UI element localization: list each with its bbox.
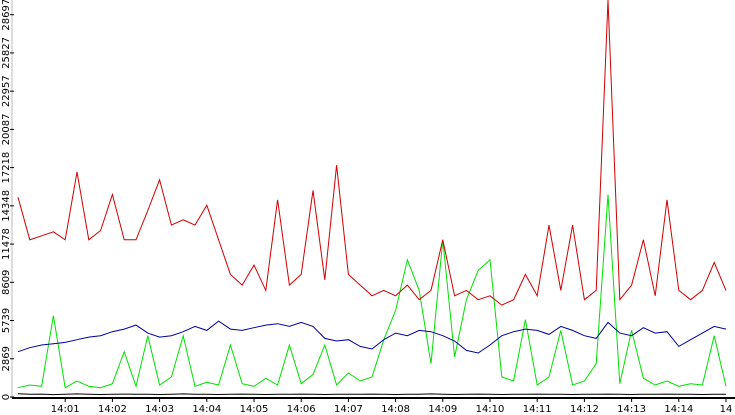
y-tick-label: 11478 <box>1 228 12 260</box>
series-line <box>17 0 727 306</box>
x-tick-label: 14:06 <box>287 404 316 415</box>
y-tick-label: 28697 <box>1 0 12 31</box>
x-tick-label: 14:01 <box>51 404 80 415</box>
y-tick-label: 17218 <box>1 152 12 184</box>
y-tick-label: 0 <box>1 394 12 400</box>
y-tick-label: 5739 <box>1 308 12 333</box>
x-tick-label: 14 <box>720 404 733 415</box>
series-line <box>17 320 727 354</box>
x-tick-label: 14:04 <box>192 404 221 415</box>
x-tick-label: 14:03 <box>145 404 174 415</box>
series-line <box>17 194 727 389</box>
x-tick-label: 14:07 <box>334 404 363 415</box>
y-tick-label: 20087 <box>1 113 12 145</box>
x-tick-label: 14:14 <box>664 404 693 415</box>
series-line <box>17 393 727 396</box>
y-tick-label: 14348 <box>1 190 12 222</box>
x-tick-label: 14:10 <box>476 404 505 415</box>
y-tick-label: 22957 <box>1 75 12 107</box>
y-tick-label: 8609 <box>1 270 12 295</box>
x-tick-label: 14:02 <box>98 404 127 415</box>
y-tick-label: 25827 <box>1 37 12 69</box>
x-tick-label: 14:05 <box>240 404 269 415</box>
x-tick-label: 14:12 <box>570 404 599 415</box>
x-tick-label: 14:11 <box>523 404 552 415</box>
x-tick-label: 14:08 <box>381 404 410 415</box>
x-tick-label: 14:09 <box>428 404 457 415</box>
x-tick-label: 14:13 <box>617 404 646 415</box>
y-tick-label: 2869 <box>1 346 12 371</box>
